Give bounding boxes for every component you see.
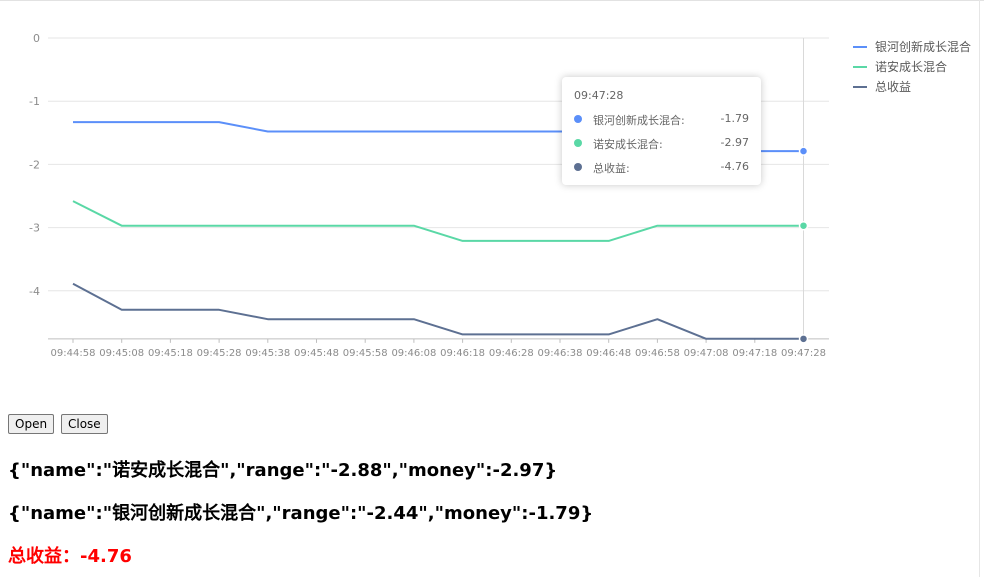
legend-label: 诺安成长混合 <box>875 59 947 74</box>
x-tick-label: 09:45:28 <box>197 348 242 359</box>
series-dot-icon <box>574 139 582 147</box>
result-line-nuoan: {"name":"诺安成长混合","range":"-2.88","money"… <box>8 460 558 481</box>
tooltip-title: 09:47:28 <box>574 89 624 102</box>
x-tick-label: 09:46:48 <box>586 348 631 359</box>
y-tick-label: -2 <box>29 158 40 171</box>
y-tick-label: -1 <box>29 95 40 108</box>
x-axis: 09:44:58 09:45:08 09:45:18 09:45:28 09:45:38… <box>48 338 829 359</box>
x-tick-label: 09:44:58 <box>51 348 96 359</box>
tooltip-series-name: 诺安成长混合: <box>593 138 663 151</box>
legend-label: 总收益 <box>875 80 911 94</box>
frame-top-border <box>0 0 984 1</box>
tooltip-row: 总收益: -4.76 <box>574 160 749 176</box>
active-point <box>798 334 809 344</box>
x-tick-label: 09:46:28 <box>489 348 534 359</box>
tooltip-series-value: -2.97 <box>720 136 749 149</box>
x-tick-label: 09:45:08 <box>99 348 144 359</box>
x-tick-label: 09:46:58 <box>635 348 680 359</box>
x-tick-label: 09:46:08 <box>391 348 436 359</box>
series-line <box>72 282 804 340</box>
chart-tooltip: 09:47:28 银河创新成长混合: -1.79 诺安成长混合: -2.97 总… <box>562 77 761 185</box>
x-tick-label: 09:47:08 <box>684 348 729 359</box>
close-button[interactable]: Close <box>61 414 108 434</box>
x-tick-label: 09:45:38 <box>245 348 290 359</box>
y-axis: 0 -1 -2 -3 -4 <box>29 32 40 298</box>
x-tick-label: 09:46:18 <box>440 348 485 359</box>
series-dot-icon <box>574 115 582 123</box>
active-point <box>798 146 809 156</box>
active-point <box>798 220 809 231</box>
result-line-yinhe: {"name":"银河创新成长混合","range":"-2.44","mone… <box>8 503 594 524</box>
x-tick-label: 09:45:58 <box>343 348 388 359</box>
active-points <box>798 146 809 344</box>
series-line <box>72 200 804 242</box>
tooltip-series-name: 银河创新成长混合: <box>593 114 685 127</box>
total-profit: 总收益：-4.76 <box>8 546 132 567</box>
tooltip-series-value: -1.79 <box>720 112 749 125</box>
tooltip-series-value: -4.76 <box>720 160 749 173</box>
series-dot-icon <box>574 163 582 171</box>
tooltip-row: 银河创新成长混合: -1.79 <box>574 112 749 128</box>
x-tick-label: 09:45:48 <box>294 348 339 359</box>
frame-right-border <box>979 0 980 577</box>
x-tick-label: 09:46:38 <box>538 348 583 359</box>
y-tick-label: -3 <box>29 222 40 235</box>
y-tick-label: -4 <box>29 285 40 298</box>
y-tick-label: 0 <box>33 32 40 45</box>
tooltip-row: 诺安成长混合: -2.97 <box>574 136 749 152</box>
x-tick-label: 09:45:18 <box>148 348 193 359</box>
open-button[interactable]: Open <box>8 414 55 434</box>
x-tick-label: 09:47:18 <box>732 348 777 359</box>
x-tick-label: 09:47:28 <box>781 348 826 359</box>
legend-label: 银河创新成长混合 <box>875 39 971 54</box>
line-chart[interactable]: 09:44:58 09:45:08 09:45:18 09:45:28 09:45:38… <box>0 0 984 400</box>
tooltip-series-name: 总收益: <box>593 162 630 175</box>
